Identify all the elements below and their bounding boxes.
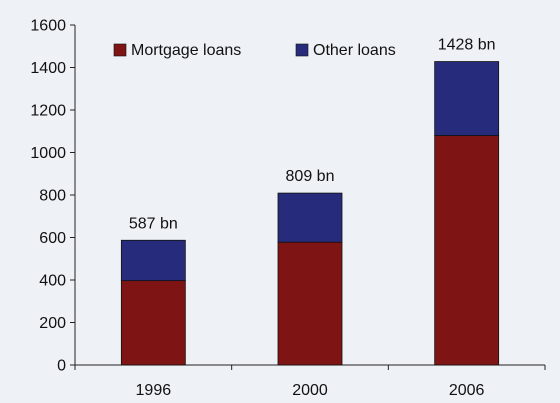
bar-segment-other: [120, 239, 186, 282]
legend-label: Mortgage loans: [131, 42, 241, 59]
y-axis: 0 200 400 600 800 1000 1200 1400 1600: [30, 18, 76, 375]
total-label: 809 bn: [286, 168, 335, 185]
x-tick-label: 2000: [292, 382, 328, 399]
x-tick-label: 1996: [136, 382, 172, 399]
legend-label: Other loans: [313, 42, 396, 59]
y-tick-label: 1000: [30, 145, 66, 162]
legend-swatch: [295, 43, 309, 57]
bar-segment-mortgage: [120, 280, 186, 366]
total-label: 587 bn: [129, 215, 178, 232]
legend-swatch: [113, 43, 127, 57]
total-label: 1428 bn: [438, 37, 496, 54]
data-labels: 587 bn 809 bn 1428 bn: [129, 37, 496, 233]
y-tick-label: 800: [39, 188, 66, 205]
bar-segment-other: [434, 61, 500, 136]
y-tick-label: 200: [39, 315, 66, 332]
y-tick-label: 400: [39, 273, 66, 290]
y-tick-label: 1200: [30, 103, 66, 120]
bar-segment-mortgage: [277, 241, 343, 366]
x-axis: 1996 2000 2006: [74, 364, 546, 399]
y-tick-label: 600: [39, 230, 66, 247]
bar-segment-mortgage: [434, 135, 500, 366]
y-tick-label: 1400: [30, 60, 66, 77]
bar-segment-other: [277, 192, 343, 243]
y-tick-label: 0: [57, 358, 66, 375]
bars: [120, 61, 500, 366]
y-tick-label: 1600: [30, 18, 66, 35]
x-tick-label: 2006: [449, 382, 485, 399]
legend: Mortgage loans Other loans: [113, 42, 396, 59]
